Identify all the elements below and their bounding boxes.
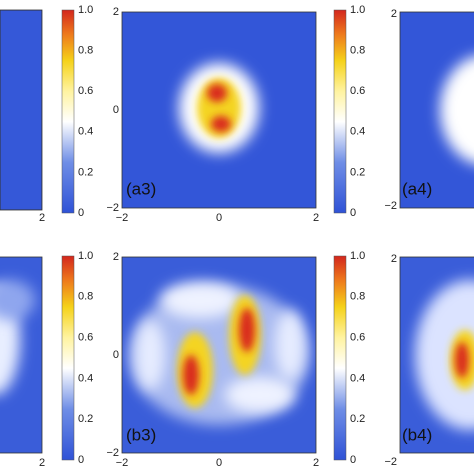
x-tick-label: 0 <box>216 457 222 469</box>
colorbar-tick-label: 0.4 <box>350 372 365 384</box>
colorbar-tick-label: 0.6 <box>350 332 365 344</box>
x-tick-label: 2 <box>39 457 45 469</box>
x-tick-label: −2 <box>116 212 129 224</box>
panel-a2 <box>0 10 42 210</box>
colorbar-tick-label: 0.8 <box>78 291 93 303</box>
y-tick-label: −2 <box>106 202 119 214</box>
colorbar-tick-label: 0.8 <box>350 45 365 57</box>
colorbar-tick-label: 0.4 <box>78 126 93 138</box>
colorbar-tick-label: 1.0 <box>78 4 93 16</box>
colorbar <box>333 255 347 461</box>
y-tick-label: 2 <box>391 8 397 20</box>
colorbar-tick-label: 0.8 <box>350 291 365 303</box>
colorbar-tick-label: 0.4 <box>78 372 93 384</box>
y-tick-label: 2 <box>391 253 397 265</box>
colorbar-tick-label: 1.0 <box>78 250 93 262</box>
colorbar-tick-label: 0.2 <box>78 413 93 425</box>
y-tick-label: 2 <box>113 251 119 263</box>
colorbar-tick-label: 0.4 <box>350 126 365 138</box>
colorbar <box>61 9 75 214</box>
x-tick-label: 2 <box>313 212 319 224</box>
colorbar-tick-label: 1.0 <box>350 250 365 262</box>
colorbar <box>61 255 75 461</box>
x-tick-label: 2 <box>313 457 319 469</box>
panel-b3 <box>122 257 316 453</box>
colorbar-tick-label: 1.0 <box>350 4 365 16</box>
panel-a4 <box>400 12 474 208</box>
y-tick-label: −2 <box>106 447 119 459</box>
panel-label: (a3) <box>126 179 156 198</box>
panel-b4 <box>400 257 474 453</box>
panel-a3 <box>122 12 316 208</box>
colorbar-tick-label: 0.2 <box>350 413 365 425</box>
x-tick-label: 0 <box>216 212 222 224</box>
colorbar-tick-label: 0.8 <box>78 45 93 57</box>
y-tick-label: 0 <box>113 349 119 361</box>
x-tick-label: 2 <box>39 212 45 224</box>
panel-label: (a4) <box>402 179 432 198</box>
y-tick-label: 0 <box>113 104 119 116</box>
colorbar-tick-label: 0 <box>78 454 84 466</box>
colorbar-tick-label: 0.2 <box>78 166 93 178</box>
y-tick-label: 2 <box>113 6 119 18</box>
colorbar-tick-label: 0 <box>350 454 356 466</box>
panel-label: (b3) <box>126 425 156 444</box>
colorbar <box>333 9 347 214</box>
y-tick-label: −2 <box>384 456 397 468</box>
colorbar-tick-label: 0 <box>350 207 356 219</box>
colorbar-tick-label: 0.6 <box>350 85 365 97</box>
y-tick-label: −2 <box>384 200 397 212</box>
colorbar-tick-label: 0 <box>78 207 84 219</box>
colorbar-tick-label: 0.6 <box>78 332 93 344</box>
panel-label: (b4) <box>402 425 432 444</box>
colorbar-tick-label: 0.6 <box>78 85 93 97</box>
x-tick-label: −2 <box>116 457 129 469</box>
panel-b2 <box>0 257 42 453</box>
colorbar-tick-label: 0.2 <box>350 166 365 178</box>
